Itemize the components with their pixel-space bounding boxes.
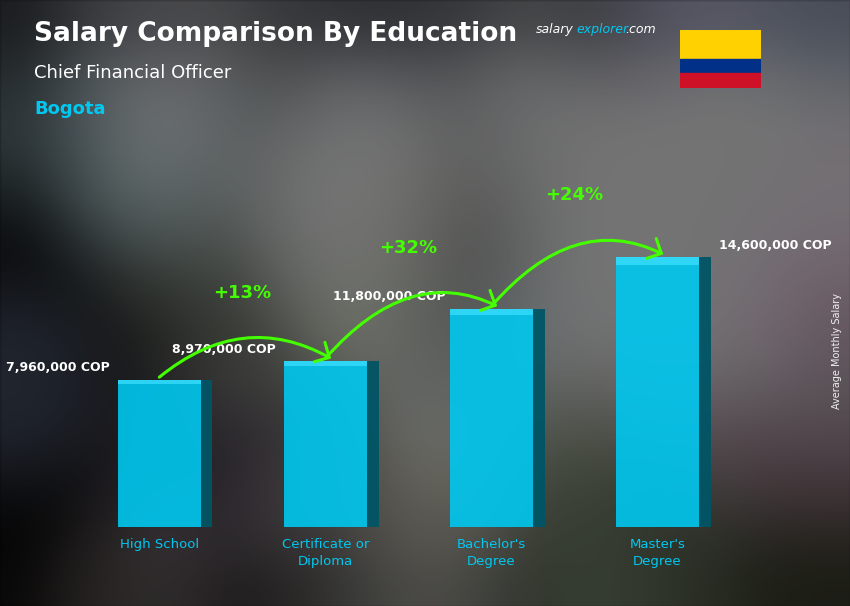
FancyArrowPatch shape: [159, 338, 329, 377]
Bar: [533, 309, 545, 527]
Bar: [450, 309, 533, 527]
Bar: [284, 361, 367, 366]
Bar: [450, 309, 533, 316]
Text: salary: salary: [536, 23, 573, 36]
Text: Bogota: Bogota: [34, 100, 105, 118]
FancyArrowPatch shape: [326, 290, 496, 359]
Bar: [616, 257, 699, 527]
Bar: [680, 30, 761, 59]
Bar: [118, 380, 201, 527]
Bar: [118, 380, 201, 384]
Bar: [284, 361, 367, 527]
FancyArrowPatch shape: [491, 239, 661, 306]
Bar: [616, 257, 699, 265]
Text: Chief Financial Officer: Chief Financial Officer: [34, 64, 231, 82]
Text: +24%: +24%: [546, 186, 604, 204]
Text: Average Monthly Salary: Average Monthly Salary: [832, 293, 842, 410]
Bar: [201, 380, 212, 527]
Text: +32%: +32%: [379, 239, 438, 256]
Bar: [680, 59, 761, 73]
Text: .com: .com: [626, 23, 656, 36]
Bar: [699, 257, 711, 527]
Text: 8,970,000 COP: 8,970,000 COP: [172, 343, 275, 356]
Text: 7,960,000 COP: 7,960,000 COP: [6, 361, 110, 375]
Text: explorer: explorer: [576, 23, 628, 36]
Text: 14,600,000 COP: 14,600,000 COP: [719, 239, 831, 251]
Text: Salary Comparison By Education: Salary Comparison By Education: [34, 21, 517, 47]
Bar: [680, 73, 761, 88]
Text: +13%: +13%: [213, 284, 271, 302]
Bar: [367, 361, 378, 527]
Text: 11,800,000 COP: 11,800,000 COP: [333, 290, 445, 304]
